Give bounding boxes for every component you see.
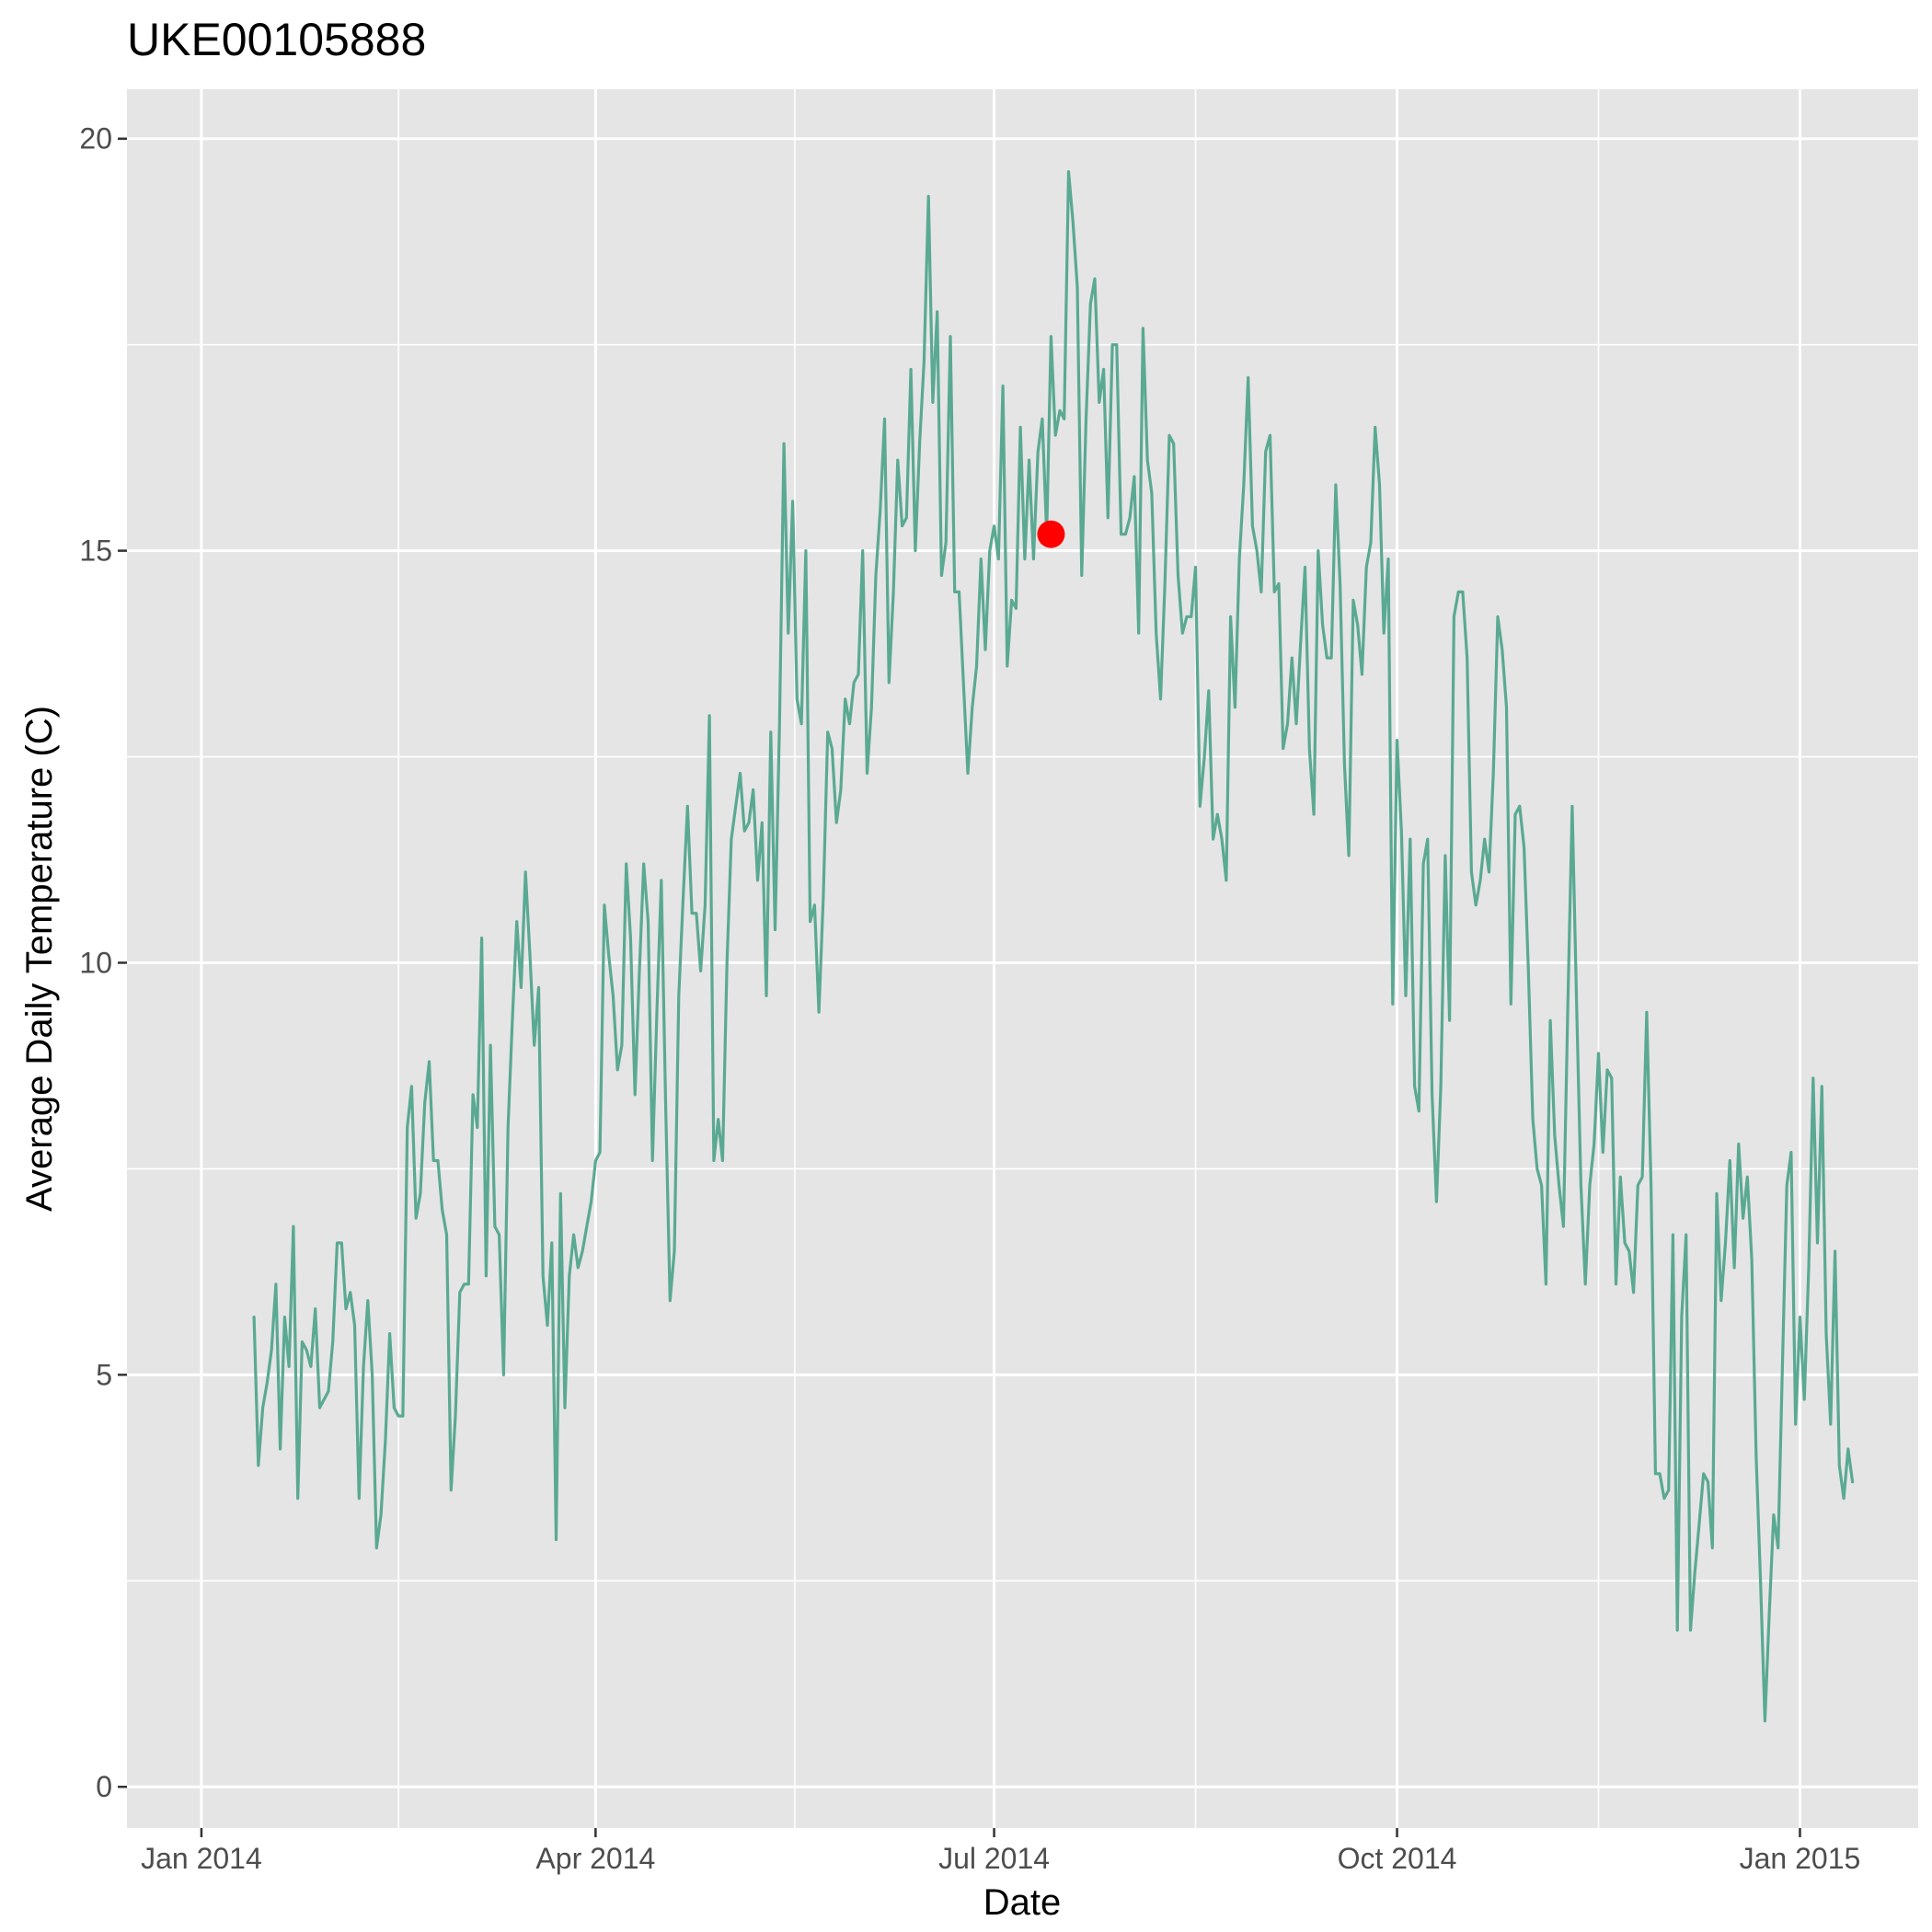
x-axis-title: Date — [983, 1882, 1062, 1923]
series-layer — [252, 170, 1855, 1723]
y-tick-label: 10 — [79, 946, 112, 979]
chart-title: UKE00105888 — [127, 14, 426, 65]
x-tick-label: Jul 2014 — [938, 1842, 1050, 1875]
x-tick-label: Jan 2014 — [141, 1842, 262, 1875]
axes: Jan 2014 Apr 2014 Jul 2014 Oct 2014 Jan 2015… — [79, 122, 1860, 1875]
y-tick-label: 20 — [79, 122, 112, 155]
grid-lines — [127, 89, 1918, 1828]
y-axis-title: Average Daily Temperature (C) — [19, 706, 60, 1212]
y-tick-label: 5 — [96, 1358, 112, 1391]
plot-panel — [127, 89, 1918, 1828]
x-tick-label: Jan 2015 — [1740, 1842, 1861, 1875]
x-tick-label: Oct 2014 — [1338, 1842, 1457, 1875]
x-tick-label: Apr 2014 — [535, 1842, 655, 1875]
highlight-point — [1037, 520, 1065, 548]
y-tick-label: 15 — [79, 535, 112, 568]
y-tick-label: 0 — [96, 1770, 112, 1803]
series-line — [252, 170, 1855, 1723]
